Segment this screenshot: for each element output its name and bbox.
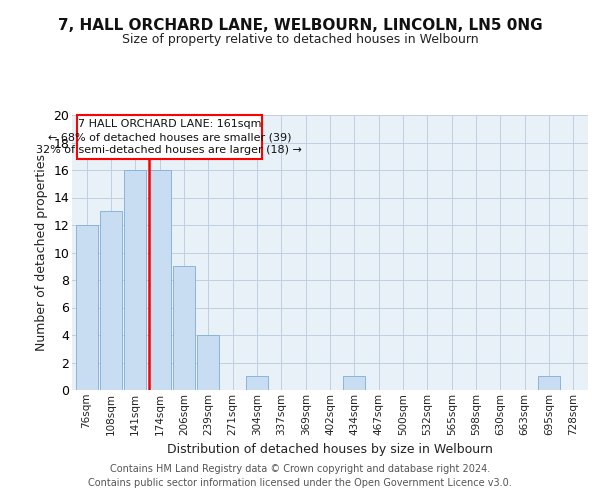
Bar (100, 211, 122, 390)
Bar (149, 170, 170, 390)
Text: Size of property relative to detached houses in Welbourn: Size of property relative to detached ho… (122, 32, 478, 46)
Bar (173, 266, 195, 390)
Bar (343, 376, 365, 390)
Bar (538, 376, 560, 390)
Y-axis label: Number of detached properties: Number of detached properties (35, 154, 48, 351)
Bar (197, 335, 219, 390)
FancyBboxPatch shape (77, 115, 262, 159)
Bar (76, 225, 98, 390)
X-axis label: Distribution of detached houses by size in Welbourn: Distribution of detached houses by size … (167, 443, 493, 456)
Bar (246, 376, 268, 390)
Bar (124, 170, 146, 390)
Text: Contains HM Land Registry data © Crown copyright and database right 2024.
Contai: Contains HM Land Registry data © Crown c… (88, 464, 512, 487)
Text: 7, HALL ORCHARD LANE, WELBOURN, LINCOLN, LN5 0NG: 7, HALL ORCHARD LANE, WELBOURN, LINCOLN,… (58, 18, 542, 32)
Text: 7 HALL ORCHARD LANE: 161sqm
← 68% of detached houses are smaller (39)
32% of sem: 7 HALL ORCHARD LANE: 161sqm ← 68% of det… (37, 119, 302, 155)
